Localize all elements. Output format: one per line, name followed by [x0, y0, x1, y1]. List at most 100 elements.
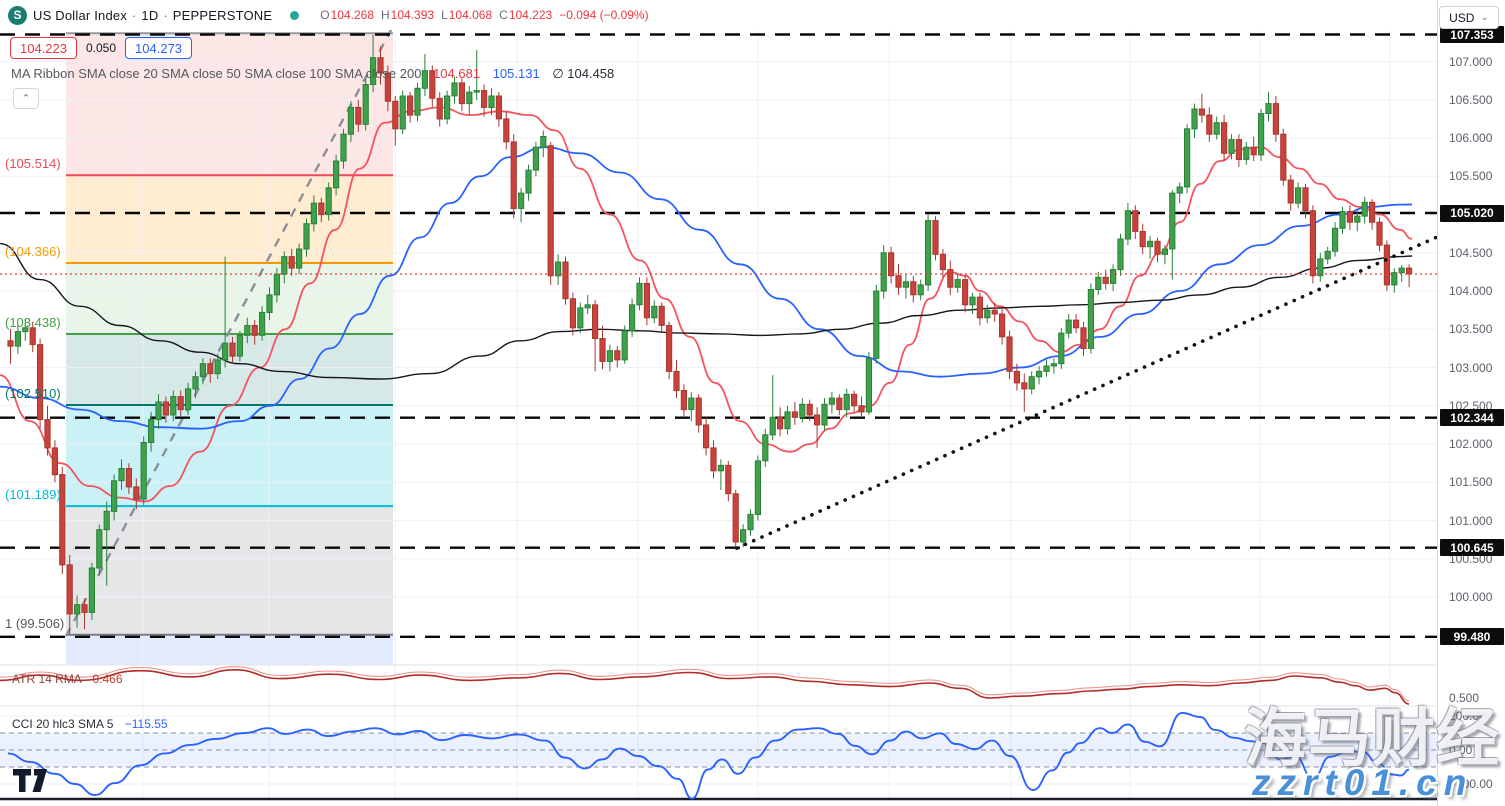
trendline-dotted[interactable]	[735, 235, 1438, 550]
candle-body	[717, 464, 724, 472]
candle-body	[148, 419, 155, 444]
atr-rma-line[interactable]	[0, 668, 1410, 705]
candle-body	[910, 281, 917, 296]
candle-body	[1006, 336, 1013, 372]
cci-tick: 0.00	[1449, 743, 1473, 757]
level-price-label[interactable]: 107.353	[1440, 26, 1504, 44]
candle-body	[458, 82, 465, 105]
candle-body	[59, 474, 66, 566]
low-label: L	[441, 8, 448, 22]
candle-body	[1339, 211, 1346, 229]
candle-body	[399, 95, 406, 130]
candle-body	[584, 304, 591, 309]
cci-tick: 200.00	[1449, 709, 1486, 723]
fib-zone	[66, 634, 393, 666]
candle-body	[710, 447, 717, 472]
ma-ribbon-legend[interactable]: MA Ribbon SMA close 20 SMA close 50 SMA …	[11, 66, 614, 82]
candle-body	[96, 529, 103, 569]
cci-title: CCI 20 hlc3 SMA 5	[12, 717, 114, 731]
ma-ribbon-value-blue: 105.131	[492, 66, 540, 81]
candle-body	[821, 403, 828, 426]
candle-body	[362, 84, 369, 125]
sma-line-3[interactable]	[0, 242, 1413, 380]
level-price-label[interactable]: 99.480	[1440, 628, 1504, 646]
candle-body	[222, 342, 229, 361]
fib-level-label: (105.514)	[5, 156, 61, 172]
level-price-label[interactable]: 100.645	[1440, 539, 1504, 557]
candle-body	[370, 57, 377, 85]
candle-body	[473, 90, 480, 93]
provider-label[interactable]: PEPPERSTONE	[172, 7, 273, 23]
candlestick-series	[7, 34, 1413, 635]
chevron-up-icon: ⌃	[21, 93, 31, 105]
candle-body	[318, 202, 325, 216]
candle-body	[310, 202, 317, 225]
candle-body	[873, 290, 880, 359]
price-axis[interactable]: 107.000 106.500 106.000 105.500 104.500 104.0…	[1437, 0, 1505, 806]
candle-body	[347, 106, 354, 135]
sma-line-2[interactable]	[0, 146, 1413, 430]
level-price-label[interactable]: 105.020	[1440, 204, 1504, 222]
price-tick: 105.500	[1449, 169, 1493, 184]
bid-price-box[interactable]: 104.223	[10, 37, 77, 59]
currency-selector-button[interactable]: USD ⌄	[1439, 6, 1499, 29]
candle-body	[754, 460, 761, 515]
candle-body	[1169, 192, 1176, 250]
high-label: H	[381, 8, 390, 22]
candle-body	[259, 311, 266, 336]
fib-zone	[66, 263, 393, 334]
symbol-title[interactable]: US Dollar Index	[33, 7, 128, 23]
candle-body	[1317, 258, 1324, 277]
candle-body	[1028, 376, 1035, 390]
candle-body	[828, 397, 835, 405]
candle-body	[14, 331, 21, 347]
fib-level-label: (103.438)	[5, 315, 61, 331]
candle-body	[414, 87, 421, 116]
candle-body	[777, 416, 784, 430]
candle-body	[1383, 244, 1391, 286]
candle-body	[466, 91, 473, 105]
watermark-url: zzrt01.cn	[1252, 762, 1474, 803]
market-status-icon[interactable]	[290, 10, 300, 20]
candle-body	[577, 307, 584, 329]
fib-level-label: (102.510)	[5, 386, 61, 401]
candle-body	[1398, 267, 1405, 274]
candle-body	[429, 70, 436, 99]
candle-body	[606, 350, 613, 362]
cci-line[interactable]	[7, 711, 1410, 800]
price-tick: 102.000	[1449, 437, 1493, 452]
candle-body	[170, 396, 177, 416]
ask-price-box[interactable]: 104.273	[125, 37, 193, 59]
candle-body	[621, 330, 628, 361]
trendline-dashed[interactable]	[64, 25, 395, 637]
candle-body	[643, 282, 650, 319]
candle-body	[599, 338, 606, 362]
candle-body	[1139, 230, 1146, 248]
collapse-indicators-button[interactable]: ⌃	[13, 88, 39, 109]
open-label: O	[320, 8, 330, 22]
candle-body	[66, 564, 73, 615]
quote-row: 104.223 0.050 104.273	[10, 37, 193, 59]
candle-body	[932, 220, 939, 255]
ma-ribbon-value-red: 104.681	[433, 66, 481, 81]
fib-level-label: (104.366)	[5, 244, 61, 260]
candle-body	[177, 396, 184, 411]
atr-raw-line	[0, 666, 1410, 702]
atr-legend[interactable]: ATR 14 RMA 0.466	[12, 672, 123, 686]
candle-body	[614, 350, 621, 361]
candle-body	[629, 304, 636, 332]
candle-body	[769, 416, 776, 436]
cci-legend[interactable]: CCI 20 hlc3 SMA 5 −115.55	[12, 717, 168, 731]
timeframe-label[interactable]: 1D	[141, 7, 159, 23]
symbol-toolbar: S US Dollar Index · 1D · PEPPERSTONE O 1…	[0, 0, 1437, 30]
candle-body	[651, 305, 658, 319]
candle-body	[1073, 319, 1080, 329]
symbol-logo-icon[interactable]: S	[8, 5, 27, 25]
level-price-label[interactable]: 102.344	[1440, 409, 1504, 427]
candle-body	[1280, 133, 1287, 181]
candle-body	[1036, 370, 1043, 378]
cci-value: −115.55	[124, 717, 168, 731]
tradingview-logo-icon[interactable]	[12, 768, 48, 793]
sma-line-1[interactable]	[0, 106, 1413, 503]
